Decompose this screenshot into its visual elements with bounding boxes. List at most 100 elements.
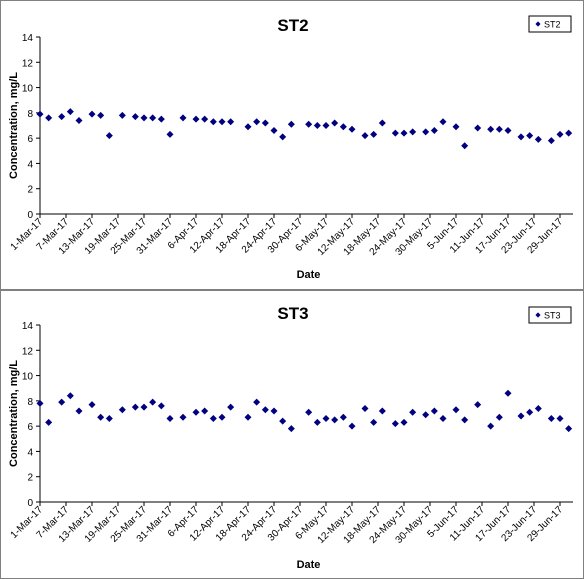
- data-point: [157, 402, 165, 410]
- data-point: [157, 115, 165, 123]
- y-tick-label: 4: [27, 159, 33, 170]
- data-point: [495, 125, 503, 133]
- data-point: [75, 407, 83, 415]
- x-axis-label: Date: [297, 559, 321, 571]
- data-point: [313, 418, 321, 426]
- data-point: [370, 418, 378, 426]
- data-point: [66, 108, 74, 116]
- y-tick-label: 12: [22, 58, 34, 69]
- data-point: [361, 404, 369, 412]
- data-point: [287, 120, 295, 128]
- data-point: [409, 408, 417, 416]
- data-point: [487, 125, 495, 133]
- data-point: [504, 389, 512, 397]
- data-point: [36, 110, 44, 118]
- data-point: [391, 129, 399, 137]
- y-tick-label: 0: [27, 210, 33, 221]
- data-point: [279, 133, 287, 141]
- data-point: [361, 132, 369, 140]
- data-point: [452, 406, 460, 414]
- data-point: [331, 119, 339, 127]
- data-point: [526, 132, 534, 140]
- data-point: [118, 406, 126, 414]
- y-tick-label: 14: [22, 33, 34, 44]
- y-tick-label: 10: [22, 372, 34, 383]
- data-point: [547, 415, 555, 423]
- data-point: [487, 422, 495, 430]
- data-point: [534, 135, 542, 143]
- data-point: [58, 398, 66, 406]
- data-point: [166, 130, 174, 138]
- data-point: [504, 127, 512, 135]
- chart-panel-st2: ST2 0 2 4 6 8 10 12 14 1-Mar-17 7-Mar-17 13-Mar-17 1…: [0, 0, 584, 290]
- chart-title: ST3: [277, 304, 308, 323]
- legend-label: ST2: [544, 20, 561, 30]
- data-point: [348, 422, 356, 430]
- data-point: [149, 398, 157, 406]
- data-point: [370, 130, 378, 138]
- data-point: [461, 416, 469, 424]
- data-point: [244, 413, 252, 421]
- data-point: [400, 418, 408, 426]
- data-point: [322, 415, 330, 423]
- data-point: [261, 406, 269, 414]
- data-point: [105, 415, 113, 423]
- data-point: [270, 127, 278, 135]
- data-point: [97, 413, 105, 421]
- data-point: [534, 404, 542, 412]
- y-tick-label: 2: [27, 185, 33, 196]
- data-point: [556, 415, 564, 423]
- data-point: [201, 115, 209, 123]
- data-point: [422, 411, 430, 419]
- data-point: [439, 415, 447, 423]
- data-point: [149, 114, 157, 122]
- data-point: [166, 415, 174, 423]
- data-point: [66, 392, 74, 400]
- legend-box: [528, 15, 572, 33]
- data-point: [105, 132, 113, 140]
- chart-panel-st3: ST3 0 2 4 6 8 10 12 14 1-Mar-17 7-Mar-17 13-Mar-17 1…: [0, 290, 584, 579]
- y-axis-label: Concentration, mg/L: [8, 72, 20, 179]
- x-axis-label: Date: [297, 269, 321, 281]
- data-point: [348, 125, 356, 133]
- y-tick-label: 10: [22, 84, 34, 95]
- y-tick-label: 8: [27, 397, 33, 408]
- data-point: [474, 124, 482, 132]
- data-point: [140, 403, 148, 411]
- y-tick-label: 6: [27, 134, 33, 145]
- data-point: [339, 123, 347, 131]
- chart-st3-svg: ST3024681012141-Mar-177-Mar-1713-Mar-171…: [8, 304, 573, 571]
- chart-st2-svg: ST2024681012141-Mar-177-Mar-1713-Mar-171…: [8, 15, 573, 281]
- data-point: [495, 413, 503, 421]
- data-point: [244, 123, 252, 131]
- data-point: [378, 407, 386, 415]
- data-point: [97, 111, 105, 119]
- data-point: [261, 119, 269, 127]
- data-point: [452, 123, 460, 131]
- data-point: [192, 408, 200, 416]
- data-point: [140, 114, 148, 122]
- data-point: [58, 113, 66, 121]
- data-point: [322, 122, 330, 129]
- y-axis-label: Concentration, mg/L: [8, 360, 20, 467]
- data-point: [227, 403, 235, 411]
- data-point: [400, 129, 408, 137]
- data-point: [461, 142, 469, 150]
- data-point: [253, 398, 261, 406]
- data-point: [565, 425, 573, 433]
- legend-marker: [535, 312, 541, 318]
- data-point: [253, 118, 261, 126]
- data-point: [517, 133, 525, 141]
- data-point: [209, 415, 217, 423]
- data-point: [391, 420, 399, 428]
- y-tick-label: 6: [27, 422, 33, 433]
- data-point: [287, 425, 295, 433]
- data-point: [45, 418, 53, 426]
- data-point: [45, 114, 53, 122]
- data-point: [131, 403, 139, 411]
- legend-label: ST3: [544, 311, 561, 321]
- data-point: [547, 137, 555, 145]
- data-point: [270, 407, 278, 415]
- chart-title: ST2: [277, 16, 308, 35]
- data-point: [378, 119, 386, 127]
